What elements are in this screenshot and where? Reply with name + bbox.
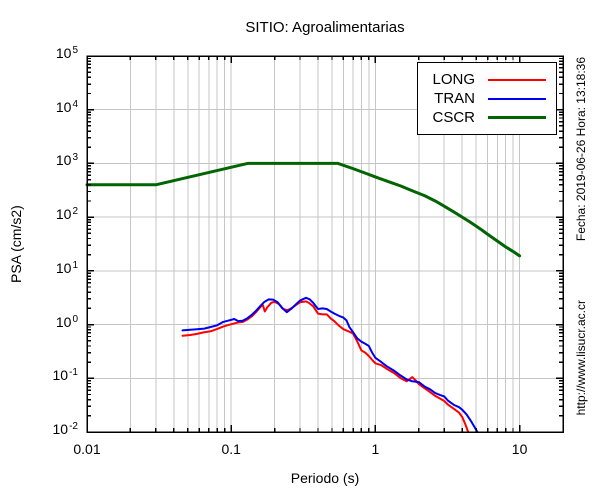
url-annotation: http://www.lisucr.ac.cr bbox=[574, 300, 588, 416]
y-tick-label: 10-2 bbox=[52, 421, 78, 437]
y-tick-label: 100 bbox=[55, 313, 78, 330]
x-tick-label: 0.01 bbox=[73, 441, 101, 457]
legend-label: TRAN bbox=[434, 90, 475, 107]
x-tick-label: 1 bbox=[371, 441, 380, 457]
legend-line-sample bbox=[488, 78, 546, 81]
legend-entry: LONG bbox=[418, 70, 546, 89]
series-tran bbox=[181, 296, 479, 433]
legend-label: CSCR bbox=[432, 109, 475, 126]
legend-entry: CSCR bbox=[418, 108, 546, 127]
plot-frame bbox=[86, 55, 564, 433]
y-tick-label: 102 bbox=[55, 206, 78, 223]
y-tick-label: 10-1 bbox=[52, 367, 78, 384]
x-tick-label: 0.1 bbox=[221, 441, 241, 457]
legend-line-sample bbox=[488, 97, 546, 100]
y-axis-label: PSA (cm/s2) bbox=[8, 205, 24, 283]
y-tick-label: 104 bbox=[55, 98, 78, 115]
legend-label: LONG bbox=[432, 71, 475, 88]
x-tick-label: 10 bbox=[511, 441, 528, 457]
y-tick-label: 105 bbox=[55, 45, 78, 61]
x-axis-label: Periodo (s) bbox=[290, 470, 360, 486]
y-tick-label: 103 bbox=[55, 152, 78, 169]
y-tick-label: 101 bbox=[55, 259, 78, 276]
timestamp-annotation: Fecha: 2019-06-26 Hora: 13:18:36 bbox=[574, 57, 588, 242]
series-cscr bbox=[85, 161, 522, 258]
chart-title: SITIO: Agroalimentarias bbox=[245, 19, 405, 36]
series-long bbox=[181, 300, 470, 433]
legend: LONG TRAN CSCR bbox=[417, 62, 557, 135]
legend-line-sample bbox=[488, 116, 546, 119]
legend-entry: TRAN bbox=[418, 89, 546, 108]
